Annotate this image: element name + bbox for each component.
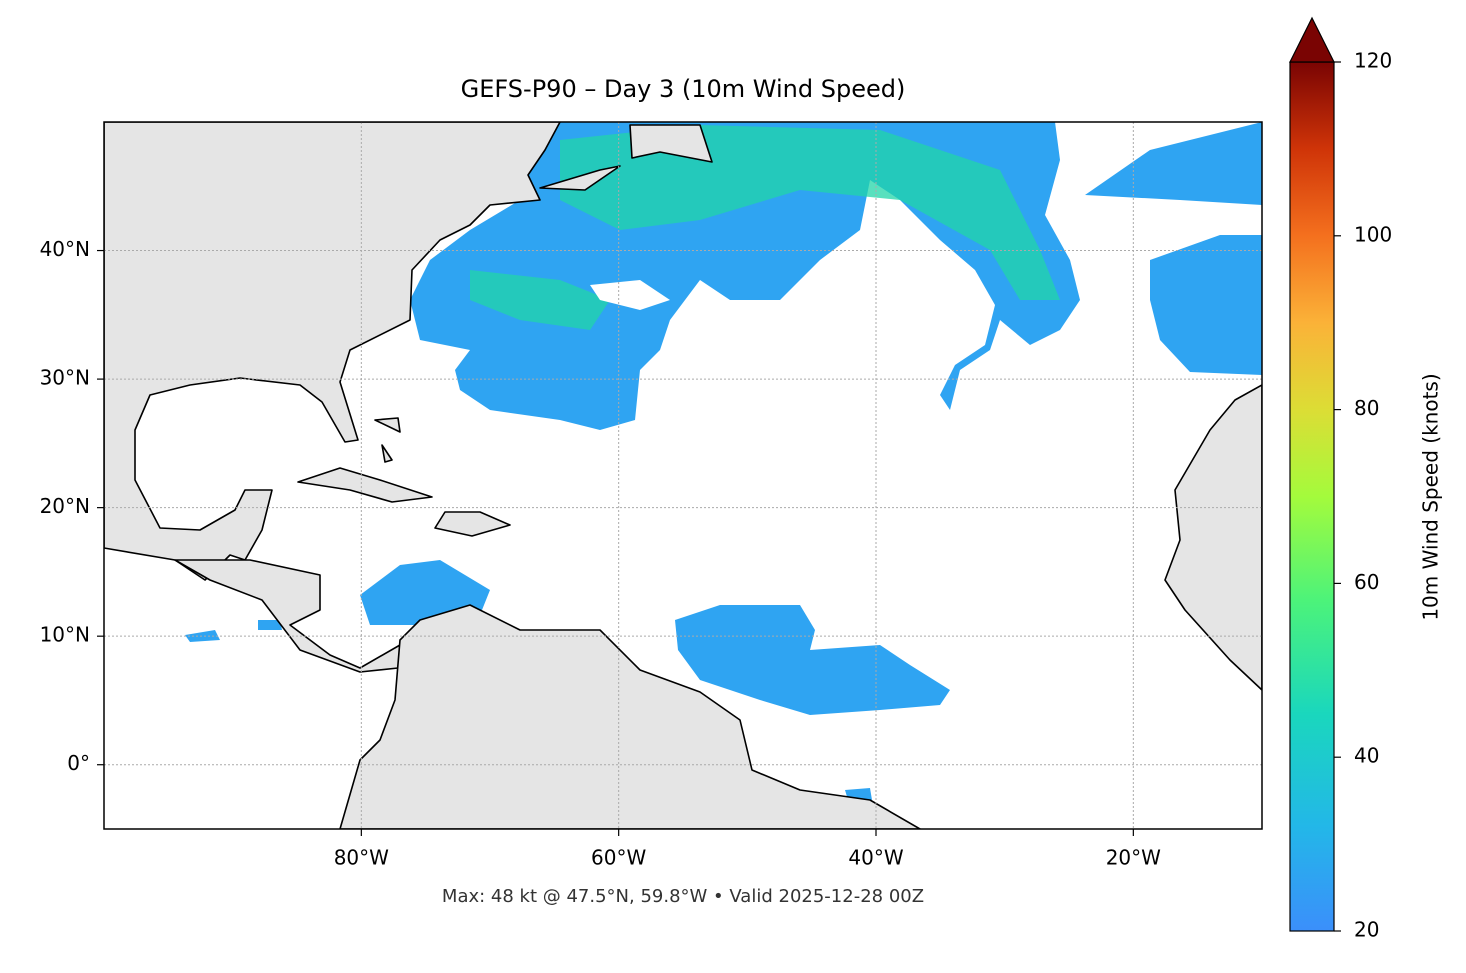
y-tick-label: 40°N: [40, 237, 90, 261]
y-tick-label: 0°: [67, 751, 90, 775]
colorbar-tick-label: 40: [1354, 744, 1379, 768]
colorbar-tick-label: 20: [1354, 918, 1379, 942]
y-tick-label: 20°N: [40, 494, 90, 518]
wind-field: [185, 122, 1262, 800]
x-tick-label: 60°W: [591, 846, 646, 870]
colorbar-tick-label: 100: [1354, 222, 1392, 246]
colorbar-label: 10m Wind Speed (knots): [1419, 373, 1443, 620]
colorbar-tick-label: 120: [1354, 49, 1392, 73]
map-area: [104, 122, 1262, 829]
colorbar-extend: [1289, 16, 1335, 63]
colorbar-tick-label: 80: [1354, 396, 1379, 420]
x-tick-label: 40°W: [848, 846, 903, 870]
x-tick-label: 80°W: [334, 846, 389, 870]
map-frame: [103, 121, 1263, 830]
colorbar-tick-label: 60: [1354, 570, 1379, 594]
land: [104, 122, 1262, 829]
footnote: Max: 48 kt @ 47.5°N, 59.8°W • Valid 2025…: [442, 886, 924, 907]
title: GEFS-P90 – Day 3 (10m Wind Speed): [461, 75, 906, 103]
x-tick-label: 20°W: [1106, 846, 1161, 870]
y-tick-label: 10°N: [40, 623, 90, 647]
colorbar: [1289, 61, 1335, 932]
y-tick-label: 30°N: [40, 366, 90, 390]
